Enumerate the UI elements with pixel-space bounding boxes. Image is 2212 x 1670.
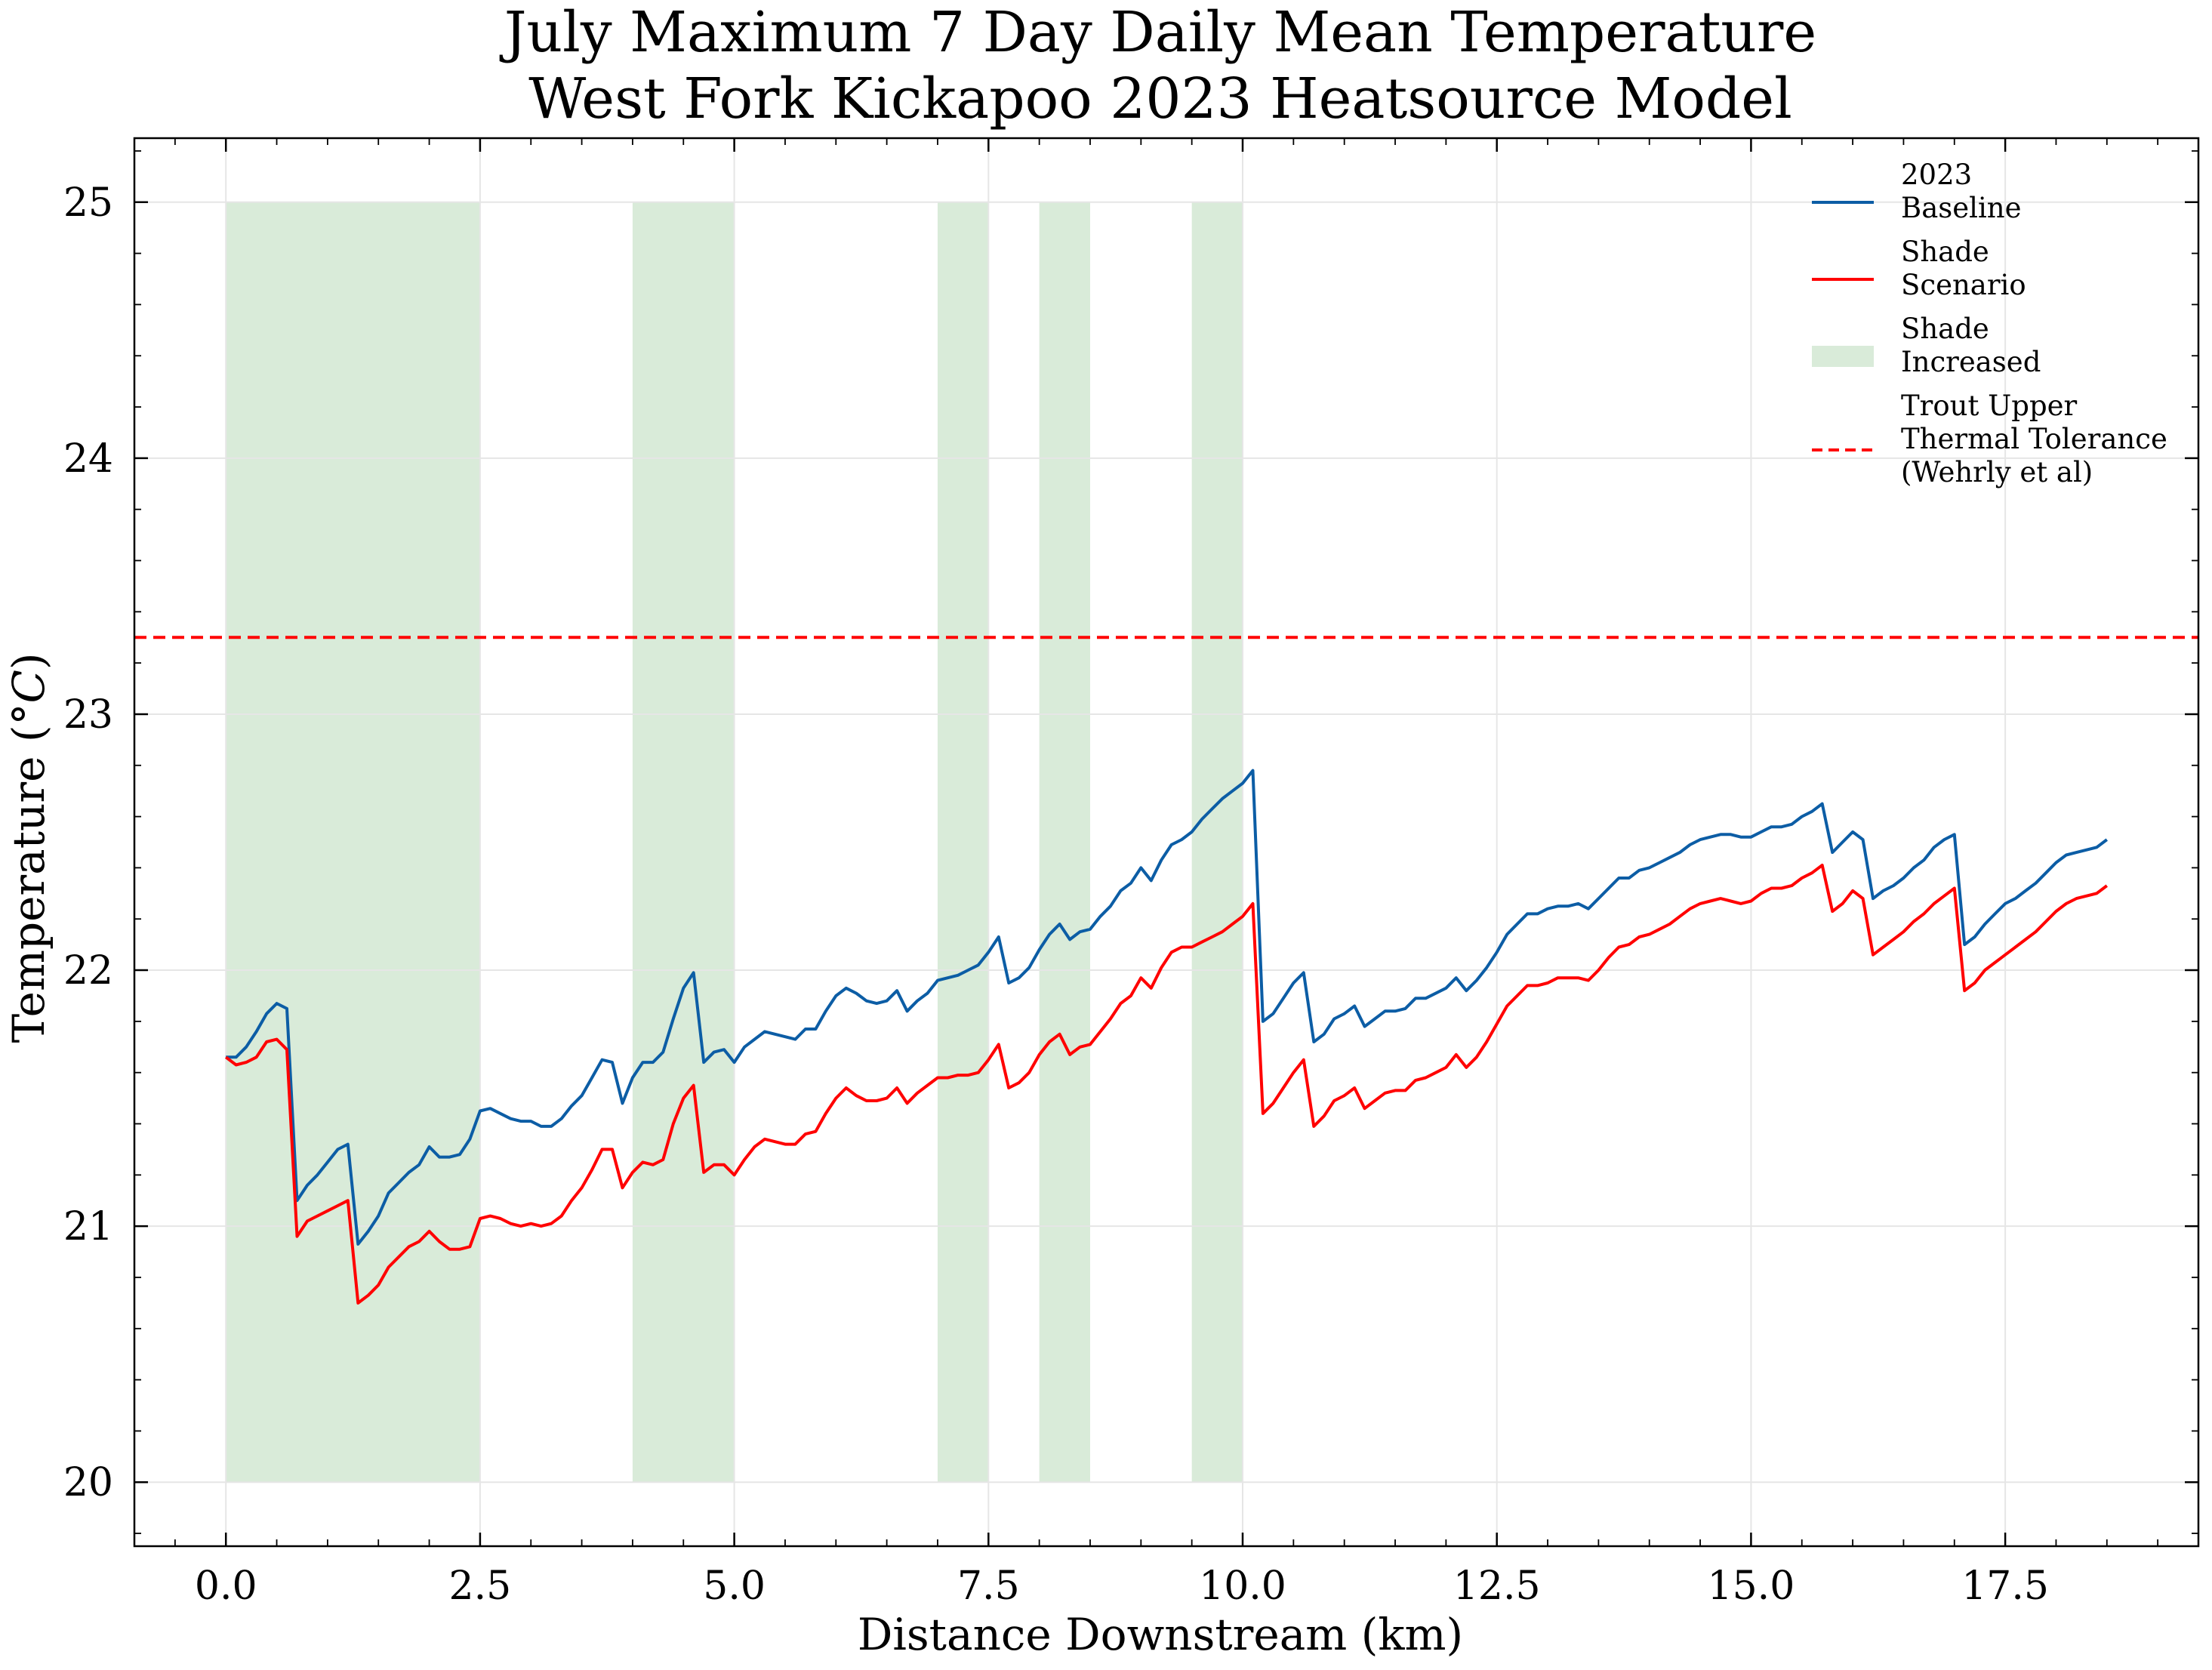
legend-label-threshold-0: Trout Upper	[1901, 390, 2078, 422]
y-axis-label-main: Temperature (	[3, 725, 54, 1043]
y-axis-label-unit: °C	[3, 670, 54, 725]
chart-title-line1: July Maximum 7 Day Daily Mean Temperatur…	[499, 0, 1816, 65]
legend-label-baseline-1: Baseline	[1901, 192, 2022, 224]
shade-band-3	[937, 202, 989, 1483]
legend: 2023BaselineShadeScenarioShadeIncreasedT…	[1812, 159, 2167, 488]
baseline-series-line	[226, 769, 2109, 1246]
legend-swatch-band	[1812, 346, 1874, 367]
legend-label-band-1: Increased	[1901, 346, 2041, 378]
ticks	[134, 138, 2198, 1546]
plot-frame	[133, 137, 2200, 1548]
x-axis-label: Distance Downstream (km)	[858, 1609, 1463, 1660]
legend-label-shade-0: Shade	[1901, 236, 1989, 268]
y-axis-label-close: )	[3, 652, 54, 670]
y-tick-label-1: 21	[63, 1204, 113, 1249]
legend-label-band-0: Shade	[1901, 313, 1989, 345]
legend-label-threshold-2: (Wehrly et al)	[1901, 456, 2093, 488]
x-tick-label-4: 10.0	[1199, 1564, 1286, 1609]
y-tick-label-2: 22	[63, 948, 113, 994]
x-tick-label-0: 0.0	[195, 1564, 257, 1609]
series-lines	[224, 769, 2109, 1305]
shade-series-line	[224, 864, 2109, 1305]
x-tick-label-3: 7.5	[957, 1564, 1020, 1609]
x-tick-label-2: 5.0	[703, 1564, 766, 1609]
x-tick-label-6: 15.0	[1708, 1564, 1795, 1609]
legend-label-baseline-0: 2023	[1901, 159, 1972, 191]
y-tick-label-0: 20	[63, 1460, 113, 1505]
shade-increased-bands	[226, 202, 1243, 1483]
plot-border	[133, 137, 2200, 1548]
shade-band-1	[226, 202, 480, 1483]
x-tick-label-7: 17.5	[1961, 1564, 2049, 1609]
y-tick-label-3: 23	[63, 692, 113, 738]
y-axis-label: Temperature (°C)	[3, 652, 54, 1043]
shade-band-2	[632, 202, 735, 1483]
chart-title-line2: West Fork Kickapoo 2023 Heatsource Model	[528, 66, 1792, 131]
x-tick-label-1: 2.5	[449, 1564, 512, 1609]
shade-band-4	[1039, 202, 1090, 1483]
legend-label-threshold-1: Thermal Tolerance	[1901, 423, 2167, 455]
y-tick-label-5: 25	[63, 180, 113, 226]
shade-band-5	[1191, 202, 1243, 1483]
legend-label-shade-1: Scenario	[1901, 269, 2026, 301]
x-tick-label-5: 12.5	[1453, 1564, 1541, 1609]
tick-labels: 0.0 2.5 5.0 7.5 10.0 12.5 15.0 17.5 20 21 22 23 24 25	[63, 180, 2049, 1609]
y-tick-label-4: 24	[63, 436, 113, 482]
